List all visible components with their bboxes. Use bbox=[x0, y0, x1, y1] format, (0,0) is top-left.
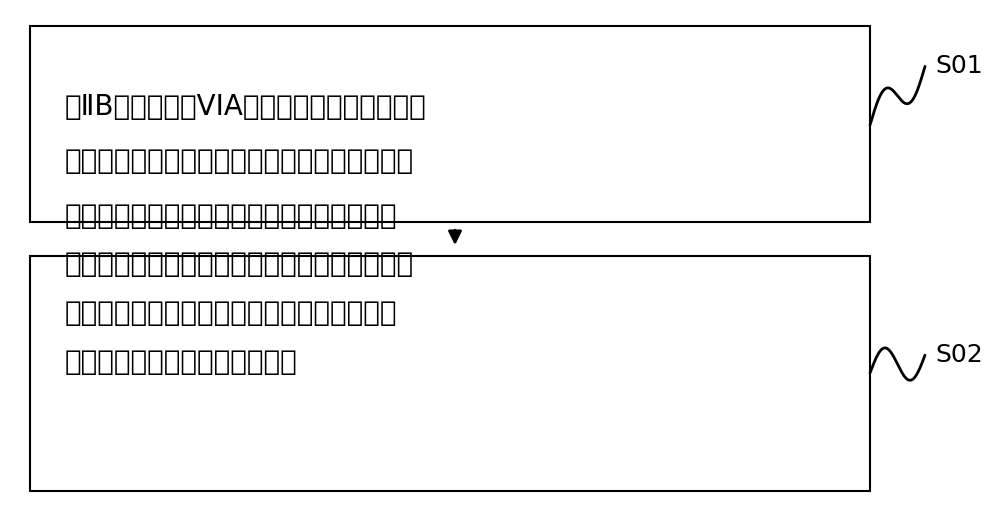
Text: 将ⅡB族前驱体、VIA族前驱体、胺类化合物和: 将ⅡB族前驱体、VIA族前驱体、胺类化合物和 bbox=[65, 94, 427, 121]
Text: 度以下进行第一加热反应，然后升温至所述左基: 度以下进行第一加热反应，然后升温至所述左基 bbox=[65, 250, 414, 278]
Text: 左基化合物溶解于水溶液中，获得前驱体溶液；: 左基化合物溶解于水溶液中，获得前驱体溶液； bbox=[65, 147, 414, 175]
Text: S02: S02 bbox=[935, 343, 983, 367]
FancyBboxPatch shape bbox=[30, 256, 870, 491]
Text: 化合物的分解温度以上并继续进行第二加热反: 化合物的分解温度以上并继续进行第二加热反 bbox=[65, 299, 398, 327]
Text: S01: S01 bbox=[935, 55, 983, 78]
Text: 应，得到所述半导体纳米材料。: 应，得到所述半导体纳米材料。 bbox=[65, 347, 298, 376]
FancyBboxPatch shape bbox=[30, 26, 870, 222]
Text: 将所述前驱体溶液在所述左基化合物的分解温: 将所述前驱体溶液在所述左基化合物的分解温 bbox=[65, 202, 398, 230]
